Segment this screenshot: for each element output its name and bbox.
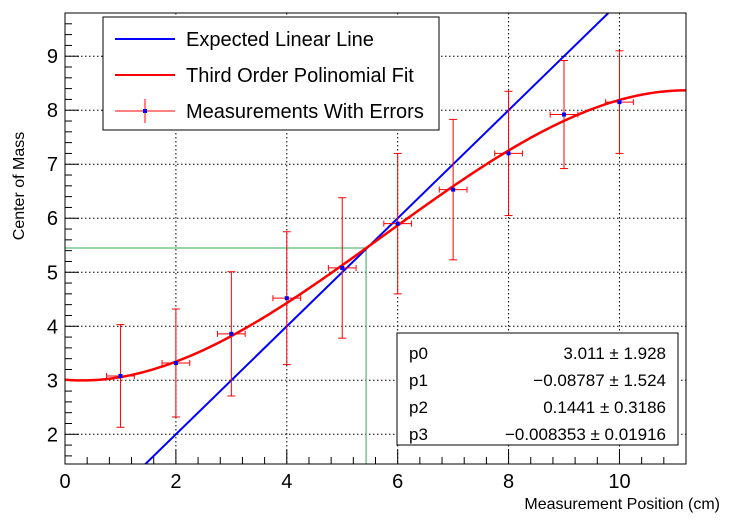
data-marker bbox=[173, 360, 178, 365]
legend-label: Measurements With Errors bbox=[186, 101, 424, 123]
stat-name: p1 bbox=[409, 371, 428, 390]
x-tick-label: 10 bbox=[608, 471, 630, 493]
stats-row: p3 −0.008353 ± 0.01916 bbox=[409, 425, 666, 444]
measurement-point bbox=[494, 90, 523, 217]
data-marker bbox=[506, 151, 511, 156]
y-tick-label: 7 bbox=[47, 154, 58, 176]
data-marker bbox=[451, 187, 456, 192]
y-tick-label: 4 bbox=[47, 316, 58, 338]
measurement-point bbox=[438, 118, 468, 261]
legend-entry: Expected Linear Line bbox=[115, 29, 374, 51]
data-marker bbox=[395, 221, 400, 226]
y-tick-label: 8 bbox=[47, 100, 58, 122]
measurement-point bbox=[605, 50, 634, 154]
measurement-point bbox=[106, 324, 135, 428]
legend-entry: Measurements With Errors bbox=[115, 99, 424, 123]
stats-row: p0 3.011 ± 1.928 bbox=[409, 344, 666, 363]
measurement-point bbox=[327, 197, 357, 339]
data-marker bbox=[118, 373, 123, 378]
y-axis-title: Center of Mass bbox=[11, 132, 28, 240]
x-tick-label: 4 bbox=[281, 471, 292, 493]
x-tick-label: 0 bbox=[59, 471, 70, 493]
data-marker bbox=[617, 100, 622, 105]
stats-box: p0 3.011 ± 1.928 p1 −0.08787 ± 1.524 p2 0.144… bbox=[396, 332, 679, 446]
plot-border bbox=[64, 12, 687, 465]
stat-value: 3.011 ± 1.928 bbox=[563, 344, 666, 363]
data-marker bbox=[562, 112, 567, 117]
axis-ticks bbox=[64, 12, 687, 464]
measurement-point bbox=[216, 271, 246, 397]
data-marker bbox=[284, 296, 289, 301]
legend-entry: Third Order Polinomial Fit bbox=[115, 65, 414, 87]
tick-labels: 0 2 4 6 8 10 2 3 4 5 6 7 8 9 bbox=[47, 46, 631, 493]
stat-name: p3 bbox=[409, 425, 428, 444]
data-marker bbox=[340, 265, 345, 270]
polynomial-fit-curve bbox=[65, 89, 686, 382]
expected-linear-line bbox=[143, 13, 610, 464]
legend-label: Third Order Polinomial Fit bbox=[186, 65, 414, 87]
measurement-point bbox=[272, 231, 302, 366]
data-marker bbox=[229, 331, 234, 336]
legend-label: Expected Linear Line bbox=[186, 29, 374, 51]
measurement-point bbox=[383, 152, 413, 295]
series-layer bbox=[65, 13, 686, 464]
y-tick-label: 3 bbox=[47, 370, 58, 392]
y-tick-label: 6 bbox=[47, 208, 58, 230]
stat-value: −0.08787 ± 1.524 bbox=[533, 371, 666, 390]
x-tick-label: 8 bbox=[503, 471, 514, 493]
stats-row: p1 −0.08787 ± 1.524 bbox=[409, 371, 666, 390]
legend: Expected Linear Line Third Order Polinomi… bbox=[102, 16, 440, 131]
x-tick-label: 2 bbox=[170, 471, 181, 493]
measurement-point bbox=[161, 308, 191, 418]
stats-frame bbox=[396, 332, 679, 446]
stats-row: p2 0.1441 ± 0.3186 bbox=[409, 398, 666, 417]
x-tick-label: 6 bbox=[392, 471, 403, 493]
y-tick-label: 2 bbox=[47, 424, 58, 446]
stat-value: −0.008353 ± 0.01916 bbox=[505, 425, 666, 444]
x-axis-title: Measurement Position (cm) bbox=[524, 496, 720, 513]
measurement-point bbox=[549, 60, 579, 170]
stat-value: 0.1441 ± 0.3186 bbox=[543, 398, 666, 417]
stat-name: p0 bbox=[409, 344, 428, 363]
legend-marker bbox=[143, 109, 147, 113]
y-tick-label: 9 bbox=[47, 46, 58, 68]
stat-name: p2 bbox=[409, 398, 428, 417]
y-tick-label: 5 bbox=[47, 262, 58, 284]
